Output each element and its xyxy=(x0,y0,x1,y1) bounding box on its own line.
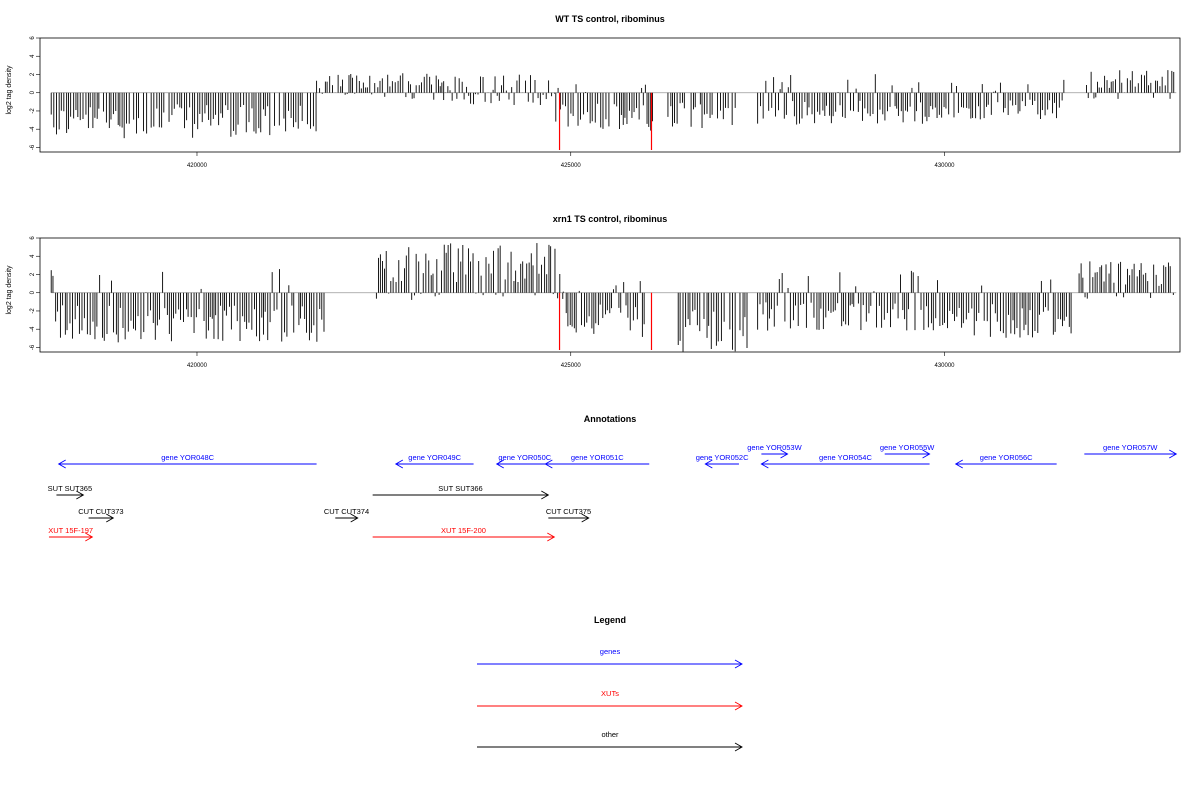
gene-label: gene YOR056C xyxy=(980,453,1033,462)
gene-arrowhead xyxy=(780,449,789,459)
plot-frame xyxy=(39,37,1181,153)
x-tick-label: 420000 xyxy=(187,363,208,369)
other-label: CUT CUT375 xyxy=(546,507,591,516)
gene-label: gene YOR054C xyxy=(819,453,872,462)
gene-arrowhead xyxy=(760,459,769,469)
other-label: SUT SUT365 xyxy=(48,484,92,493)
y-tick-label: 2 xyxy=(30,272,36,276)
x-tick-label: 425000 xyxy=(561,163,582,169)
xrn1-density-panel: xrn1 TS control, ribominus log2 tag dens… xyxy=(6,214,1181,369)
wt-density-panel: WT TS control, ribominus log2 tag densit… xyxy=(6,14,1181,169)
other-label: CUT CUT374 xyxy=(324,507,369,516)
x-tick-label: 430000 xyxy=(935,163,956,169)
gene-arrowhead xyxy=(544,459,553,469)
y-tick-label: -6 xyxy=(30,344,36,350)
gene-label: gene YOR052C xyxy=(696,453,749,462)
legend-panel: Legend genes XUTs other xyxy=(477,615,743,752)
y-tick-label: -2 xyxy=(30,308,36,314)
y-tick-label: -4 xyxy=(30,126,36,132)
gene-arrowhead xyxy=(954,459,963,469)
xut-arrowhead xyxy=(85,532,94,542)
y-tick-label: -4 xyxy=(30,326,36,332)
other-arrowhead xyxy=(581,513,590,523)
gene-label: gene YOR049C xyxy=(408,453,461,462)
xut-label: XUT 15F-197 xyxy=(48,526,93,535)
gene-label: gene YOR055W xyxy=(880,443,935,452)
x-tick-label: 420000 xyxy=(187,163,208,169)
y-tick-label: 0 xyxy=(30,290,36,294)
gene-arrowhead xyxy=(495,459,504,469)
legend-gene-arrowhead xyxy=(734,659,743,669)
xut-arrowhead xyxy=(547,532,556,542)
gene-arrowhead xyxy=(57,459,66,469)
x-tick-label: 430000 xyxy=(935,363,956,369)
other-arrowhead xyxy=(541,490,550,500)
other-label: SUT SUT366 xyxy=(438,484,482,493)
gene-label: gene YOR050C xyxy=(498,453,551,462)
gene-arrowhead xyxy=(394,459,404,469)
gene-arrowhead xyxy=(704,459,713,469)
y-tick-label: 4 xyxy=(30,54,36,58)
legend-other-label: other xyxy=(601,730,619,739)
y-tick-label: 4 xyxy=(30,254,36,258)
xrn1-y-axis-label: log2 tag density xyxy=(6,265,13,315)
legend-xut-label: XUTs xyxy=(601,689,619,698)
x-tick-label: 425000 xyxy=(561,363,582,369)
y-tick-label: -2 xyxy=(30,108,36,114)
legend-gene-label: genes xyxy=(600,647,621,656)
other-arrowhead xyxy=(350,513,359,523)
gene-label: gene YOR051C xyxy=(571,453,624,462)
gene-label: gene YOR053W xyxy=(747,443,802,452)
plot-frame xyxy=(39,237,1181,353)
legend-xut-arrowhead xyxy=(734,701,743,711)
xrn1-panel-title: xrn1 TS control, ribominus xyxy=(553,214,668,224)
other-arrowhead xyxy=(106,513,115,523)
legend-title: Legend xyxy=(594,615,626,625)
other-arrowhead xyxy=(76,490,85,500)
y-tick-label: 0 xyxy=(30,90,36,94)
gene-label: gene YOR057W xyxy=(1103,443,1158,452)
xut-label: XUT 15F-200 xyxy=(441,526,486,535)
y-tick-label: 6 xyxy=(30,36,36,40)
wt-panel-title: WT TS control, ribominus xyxy=(555,14,665,24)
y-tick-label: -6 xyxy=(30,144,36,150)
gene-label: gene YOR048C xyxy=(161,453,214,462)
annotations-panel: Annotations gene YOR048C gene YOR049C gene… xyxy=(48,414,1178,542)
y-tick-label: 2 xyxy=(30,72,36,76)
gene-arrowhead xyxy=(1169,449,1178,459)
gene-arrowhead xyxy=(922,449,931,459)
wt-y-axis-label: log2 tag density xyxy=(6,65,13,115)
other-label: CUT CUT373 xyxy=(78,507,123,516)
y-tick-label: 6 xyxy=(30,236,36,240)
legend-other-arrowhead xyxy=(734,742,743,752)
annotations-title: Annotations xyxy=(584,414,637,424)
